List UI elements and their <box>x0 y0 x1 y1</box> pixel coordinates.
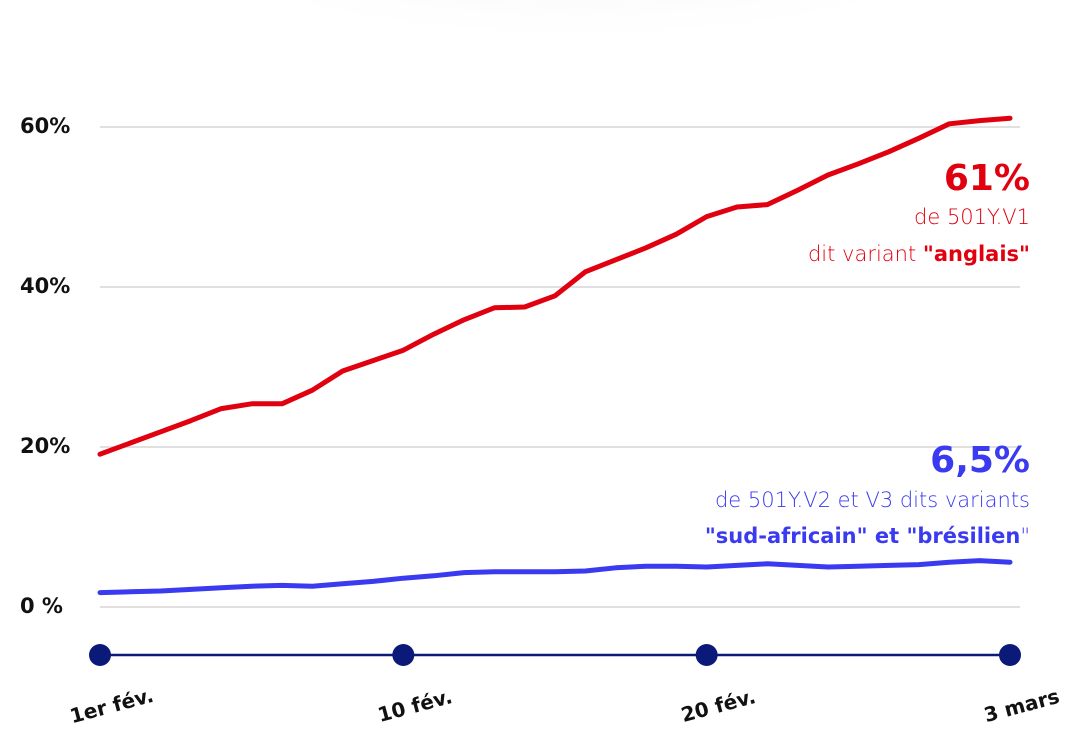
text: "anglais" <box>923 242 1030 266</box>
annotation-line: de 501Y.V1 <box>914 205 1030 229</box>
grid: 0 % 20% 40% 60% <box>20 114 1020 618</box>
lines <box>97 115 1013 596</box>
series-line <box>97 115 1013 457</box>
x-tick-label: 20 fév. <box>678 684 758 727</box>
annotation-line: dit variant "anglais" <box>808 242 1030 266</box>
text: "sud-africain" et "brésilien <box>705 524 1020 548</box>
x-tick-dot <box>695 644 718 666</box>
y-tick-label: 20% <box>20 434 70 458</box>
x-tick-dot <box>999 644 1021 666</box>
headline: 6,5% <box>930 440 1030 481</box>
text: dit variant <box>808 242 923 266</box>
backdrop-shadow <box>150 0 1010 160</box>
y-tick-label: 40% <box>20 274 70 298</box>
x-tick-label: 1er fév. <box>67 683 156 728</box>
x-tick-label: 3 mars <box>981 684 1062 727</box>
x-tick-dot <box>392 644 415 666</box>
y-tick-label: 0 % <box>20 594 63 618</box>
annotation-line: "sud-africain" et "brésilien" <box>705 524 1030 548</box>
x-tick-dot <box>89 644 111 666</box>
annotations: 61% de 501Y.V1 dit variant "anglais" 6,5… <box>705 158 1030 548</box>
annotation-line: de 501Y.V2 et V3 dits variants <box>715 488 1030 512</box>
text: " <box>1020 524 1030 548</box>
timeline: 1er fév. 10 fév. 20 fév. 3 mars <box>67 644 1062 728</box>
headline: 61% <box>944 158 1030 199</box>
x-tick-label: 10 fév. <box>375 684 455 727</box>
y-tick-label: 60% <box>20 114 70 138</box>
series-line <box>97 558 1013 596</box>
